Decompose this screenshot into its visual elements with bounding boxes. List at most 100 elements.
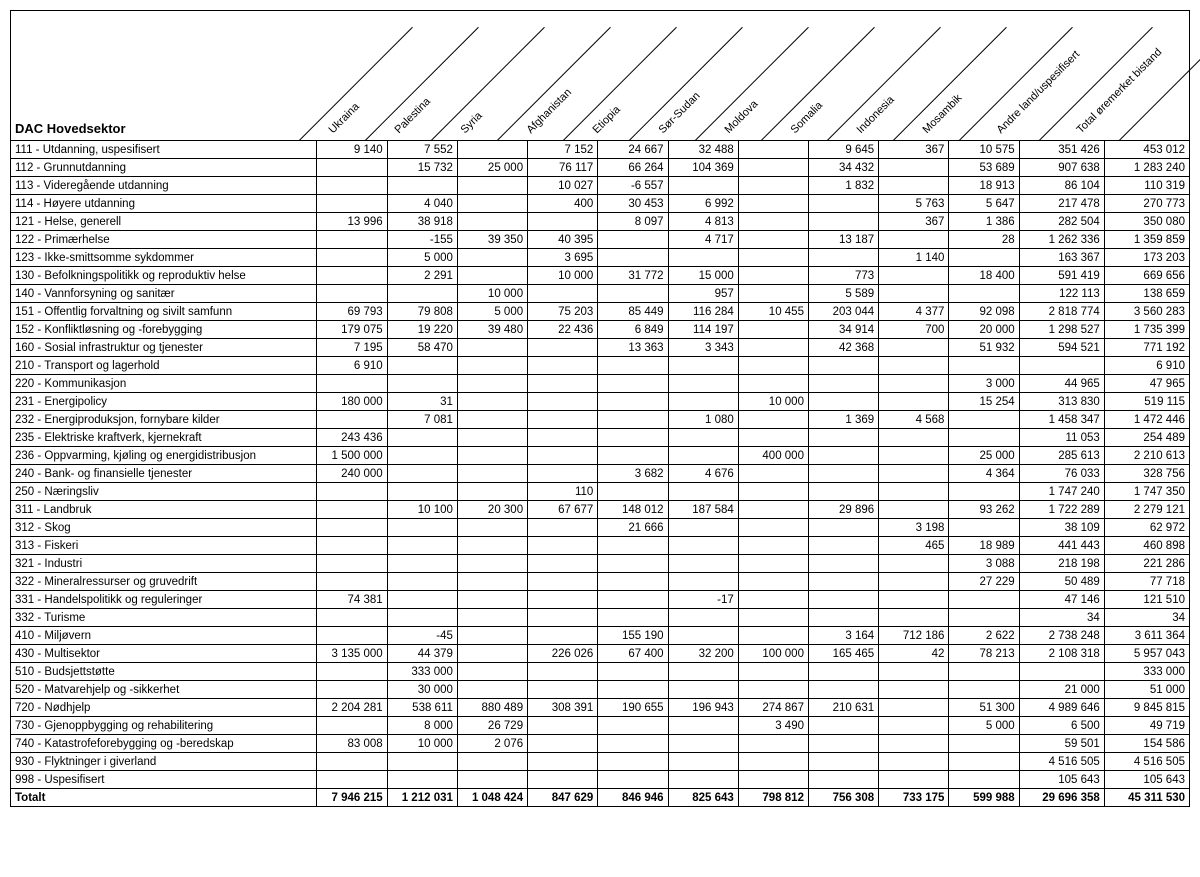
cell-value — [879, 753, 949, 771]
cell-value: 67 400 — [598, 645, 668, 663]
cell-value: 400 000 — [738, 447, 808, 465]
cell-value: 733 175 — [879, 789, 949, 807]
cell-value: 1 735 399 — [1104, 321, 1189, 339]
row-label: 130 - Befolkningspolitikk og reproduktiv… — [11, 267, 317, 285]
cell-value — [598, 555, 668, 573]
cell-value: 180 000 — [317, 393, 387, 411]
row-label: 730 - Gjenoppbygging og rehabilitering — [11, 717, 317, 735]
cell-value — [457, 555, 527, 573]
data-table: 111 - Utdanning, uspesifisert9 1407 5527… — [10, 140, 1190, 807]
cell-value — [668, 483, 738, 501]
cell-value — [528, 663, 598, 681]
cell-value — [668, 519, 738, 537]
row-label: 210 - Transport og lagerhold — [11, 357, 317, 375]
cell-value — [457, 141, 527, 159]
row-label: 113 - Videregående utdanning — [11, 177, 317, 195]
cell-value: 122 113 — [1019, 285, 1104, 303]
table-row: 331 - Handelspolitikk og reguleringer74 … — [11, 591, 1190, 609]
cell-value: 154 586 — [1104, 735, 1189, 753]
cell-value — [317, 483, 387, 501]
cell-value: 1 080 — [668, 411, 738, 429]
cell-value: 47 146 — [1019, 591, 1104, 609]
cell-value — [457, 537, 527, 555]
cell-value: 9 645 — [808, 141, 878, 159]
cell-value — [879, 501, 949, 519]
table-row: 122 - Primærhelse-15539 35040 3954 71713… — [11, 231, 1190, 249]
cell-value — [528, 717, 598, 735]
row-label: 520 - Matvarehjelp og -sikkerhet — [11, 681, 317, 699]
cell-value: 1 048 424 — [457, 789, 527, 807]
cell-value: 38 109 — [1019, 519, 1104, 537]
cell-value — [387, 465, 457, 483]
cell-value — [668, 393, 738, 411]
cell-value — [528, 465, 598, 483]
cell-value: 5 000 — [949, 717, 1019, 735]
cell-value — [387, 555, 457, 573]
cell-value: 4 717 — [668, 231, 738, 249]
cell-value: 4 516 505 — [1104, 753, 1189, 771]
cell-value: 2 622 — [949, 627, 1019, 645]
cell-value: 3 088 — [949, 555, 1019, 573]
cell-value — [668, 735, 738, 753]
header-area: DAC Hovedsektor UkrainaPalestinaSyriaAfg… — [10, 10, 1190, 140]
cell-value — [879, 429, 949, 447]
cell-value: 187 584 — [668, 501, 738, 519]
cell-value: 44 379 — [387, 645, 457, 663]
cell-value — [317, 375, 387, 393]
cell-value — [879, 555, 949, 573]
cell-value — [528, 519, 598, 537]
cell-value: 5 589 — [808, 285, 878, 303]
cell-value: 79 808 — [387, 303, 457, 321]
table-row: 140 - Vannforsyning og sanitær10 0009575… — [11, 285, 1190, 303]
cell-value: 465 — [879, 537, 949, 555]
cell-value — [598, 717, 668, 735]
table-row: 232 - Energiproduksjon, fornybare kilder… — [11, 411, 1190, 429]
cell-value: 328 756 — [1104, 465, 1189, 483]
cell-value: 5 763 — [879, 195, 949, 213]
table-row: 520 - Matvarehjelp og -sikkerhet30 00021… — [11, 681, 1190, 699]
cell-value — [738, 483, 808, 501]
cell-value: 756 308 — [808, 789, 878, 807]
table-row: 930 - Flyktninger i giverland4 516 5054 … — [11, 753, 1190, 771]
cell-value: 13 363 — [598, 339, 668, 357]
cell-value: 3 343 — [668, 339, 738, 357]
cell-value: 21 666 — [598, 519, 668, 537]
cell-value — [598, 609, 668, 627]
cell-value — [808, 591, 878, 609]
cell-value: 400 — [528, 195, 598, 213]
cell-value — [457, 465, 527, 483]
cell-value — [598, 411, 668, 429]
cell-value: 243 436 — [317, 429, 387, 447]
cell-value: 116 284 — [668, 303, 738, 321]
cell-value — [949, 663, 1019, 681]
cell-value: 4 040 — [387, 195, 457, 213]
cell-value: 24 667 — [598, 141, 668, 159]
cell-value: 11 053 — [1019, 429, 1104, 447]
cell-value: 4 813 — [668, 213, 738, 231]
cell-value: 669 656 — [1104, 267, 1189, 285]
cell-value: 2 210 613 — [1104, 447, 1189, 465]
cell-value — [879, 375, 949, 393]
cell-value: 49 719 — [1104, 717, 1189, 735]
cell-value: 138 659 — [1104, 285, 1189, 303]
row-label: 111 - Utdanning, uspesifisert — [11, 141, 317, 159]
cell-value: 25 000 — [949, 447, 1019, 465]
cell-value — [808, 519, 878, 537]
cell-value: 221 286 — [1104, 555, 1189, 573]
cell-value — [457, 393, 527, 411]
cell-value: 519 115 — [1104, 393, 1189, 411]
table-row: 123 - Ikke-smittsomme sykdommer5 0003 69… — [11, 249, 1190, 267]
cell-value: 3 198 — [879, 519, 949, 537]
cell-value: 110 — [528, 483, 598, 501]
cell-value: 1 386 — [949, 213, 1019, 231]
row-label: 313 - Fiskeri — [11, 537, 317, 555]
row-label: 112 - Grunnutdanning — [11, 159, 317, 177]
cell-value — [879, 159, 949, 177]
cell-value — [808, 429, 878, 447]
cell-value: 847 629 — [528, 789, 598, 807]
cell-value — [879, 663, 949, 681]
cell-value — [528, 213, 598, 231]
row-label: 114 - Høyere utdanning — [11, 195, 317, 213]
cell-value: 10 455 — [738, 303, 808, 321]
cell-value: 773 — [808, 267, 878, 285]
